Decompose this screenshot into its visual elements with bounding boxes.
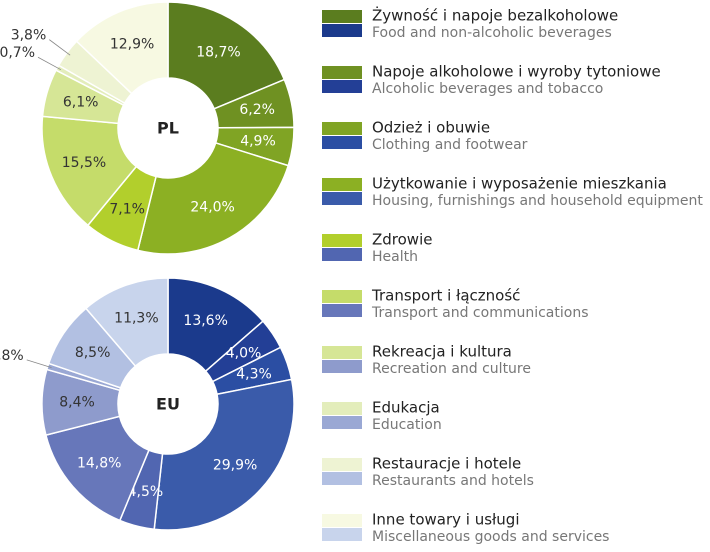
slice-label: 4,0% xyxy=(226,345,262,361)
center-label: EU xyxy=(156,395,180,414)
legend-swatch xyxy=(322,136,362,149)
legend-swatch xyxy=(322,304,362,317)
legend-swatch xyxy=(322,178,362,191)
legend-swatch xyxy=(322,234,362,247)
center-label: PL xyxy=(157,119,179,138)
slice-label: 4,3% xyxy=(236,366,272,382)
legend-label: Recreation and culture xyxy=(372,361,531,377)
legend-swatch xyxy=(322,402,362,415)
slice-label: 12,9% xyxy=(110,36,154,52)
slice-label: 0,8% xyxy=(0,348,24,364)
legend-swatch xyxy=(322,10,362,23)
legend-swatch xyxy=(322,192,362,205)
legend-label: Restauracje i hotele xyxy=(372,455,521,473)
legend-label: Odzież i obuwie xyxy=(372,119,490,137)
slice-label: 13,6% xyxy=(183,313,227,329)
slice xyxy=(75,1,169,95)
slice xyxy=(153,378,295,531)
legend-swatch xyxy=(322,66,362,79)
legend-swatch xyxy=(322,528,362,541)
slice-label: 4,9% xyxy=(240,134,276,150)
slice-label: 3,8% xyxy=(11,28,47,44)
legend-label: Housing, furnishings and household equip… xyxy=(372,193,703,209)
legend-swatch xyxy=(322,458,362,471)
slice xyxy=(167,1,286,110)
slice-label: 14,8% xyxy=(77,456,121,472)
legend-label: Food and non-alcoholic beverages xyxy=(372,25,612,41)
slice-label: 7,1% xyxy=(109,201,145,217)
slice xyxy=(136,142,290,255)
legend-label: Inne towary i usługi xyxy=(372,511,519,529)
legend-label: Alcoholic beverages and tobacco xyxy=(372,81,603,97)
slice-label: 4,5% xyxy=(128,484,164,500)
slice-label: 0,7% xyxy=(0,45,35,61)
slice-label: 6,1% xyxy=(63,94,99,110)
legend-swatch xyxy=(322,122,362,135)
slice-label: 11,3% xyxy=(114,311,158,327)
slice xyxy=(84,277,169,368)
legend-swatch xyxy=(322,472,362,485)
slice xyxy=(41,115,138,227)
legend-swatch xyxy=(322,248,362,261)
legend-label: Użytkowanie i wyposażenie mieszkania xyxy=(372,175,667,193)
legend-label: Clothing and footwear xyxy=(372,137,528,153)
slice-label: 24,0% xyxy=(190,199,234,215)
legend-label: Żywność i napoje bezalkoholowe xyxy=(372,6,618,25)
legend-label: Edukacja xyxy=(372,399,440,417)
legend-swatch xyxy=(322,514,362,527)
slice xyxy=(44,415,150,522)
legend-swatch xyxy=(322,290,362,303)
legend-swatch xyxy=(322,416,362,429)
legend-label: Transport i łączność xyxy=(371,287,520,305)
legend-label: Zdrowie xyxy=(372,231,432,249)
legend-label: Education xyxy=(372,417,442,433)
legend-label: Rekreacja i kultura xyxy=(372,343,512,361)
legend-label: Miscellaneous goods and services xyxy=(372,529,609,545)
slice-label: 18,7% xyxy=(196,44,240,60)
legend-swatch xyxy=(322,360,362,373)
leader-line xyxy=(37,56,62,71)
legend-label: Health xyxy=(372,249,418,265)
slice-label: 15,5% xyxy=(62,155,106,171)
legend-swatch xyxy=(322,24,362,37)
leader-line xyxy=(26,359,52,368)
legend-swatch xyxy=(322,80,362,93)
leader-line xyxy=(49,39,71,56)
legend-label: Restaurants and hotels xyxy=(372,473,534,489)
legend-label: Transport and communications xyxy=(371,305,589,321)
legend-label: Napoje alkoholowe i wyroby tytoniowe xyxy=(372,63,661,81)
slice-label: 29,9% xyxy=(213,458,257,474)
legend-swatch xyxy=(322,346,362,359)
slice-label: 8,4% xyxy=(59,395,95,411)
slice-label: 8,5% xyxy=(75,345,111,361)
slice-label: 6,2% xyxy=(239,102,275,118)
